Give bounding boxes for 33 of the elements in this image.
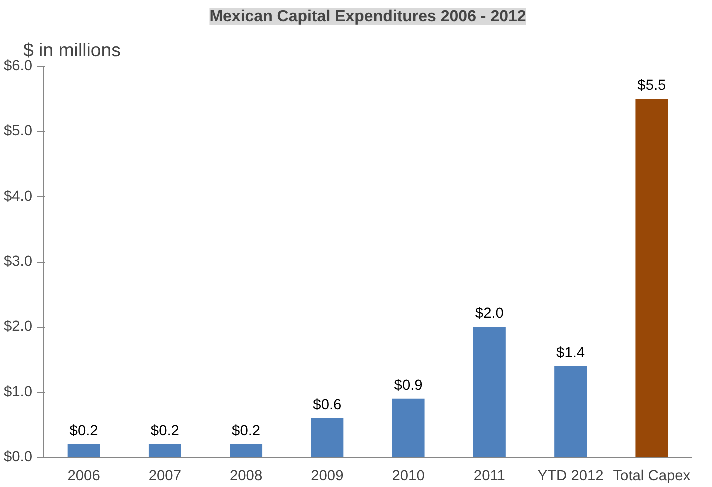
y-tick-label: $0.0: [4, 450, 33, 466]
bar: [636, 99, 668, 458]
y-tick-label: $3.0: [4, 254, 33, 270]
x-tick-label: 2011: [474, 468, 506, 484]
bar: [554, 366, 588, 458]
bar: [68, 444, 100, 458]
bar: [311, 418, 344, 458]
x-tick-label: YTD 2012: [538, 468, 604, 484]
y-tick-label: $4.0: [4, 188, 33, 205]
y-tick-label: $1.0: [4, 384, 33, 400]
y-tick-label: $5.0: [4, 124, 33, 140]
data-label: $0.2: [150, 423, 180, 440]
y-tick-label: $6.0: [4, 58, 33, 74]
bar: [392, 398, 425, 458]
data-label: $0.9: [394, 378, 423, 394]
data-label: $5.5: [638, 78, 666, 94]
bar: [230, 444, 263, 458]
chart-title: Mexican Capital Expenditures 2006 - 2012: [210, 8, 526, 26]
data-label: $0.2: [232, 423, 261, 440]
y-tick-label: $2.0: [4, 319, 33, 336]
x-tick-label: 2008: [230, 468, 263, 484]
y-axis-title: $ in millions: [24, 40, 121, 60]
x-tick-label: 2010: [392, 468, 425, 484]
x-tick-label: 2009: [311, 468, 344, 484]
data-label: $0.6: [313, 397, 342, 414]
bar: [473, 327, 506, 458]
data-label: $2.0: [475, 306, 504, 322]
x-tick-label: Total Capex: [613, 468, 692, 484]
data-label: $1.4: [556, 345, 586, 362]
bar: [148, 444, 182, 458]
data-label: $0.2: [70, 423, 98, 440]
x-tick-label: 2007: [148, 468, 182, 484]
x-tick-label: 2006: [68, 468, 100, 484]
